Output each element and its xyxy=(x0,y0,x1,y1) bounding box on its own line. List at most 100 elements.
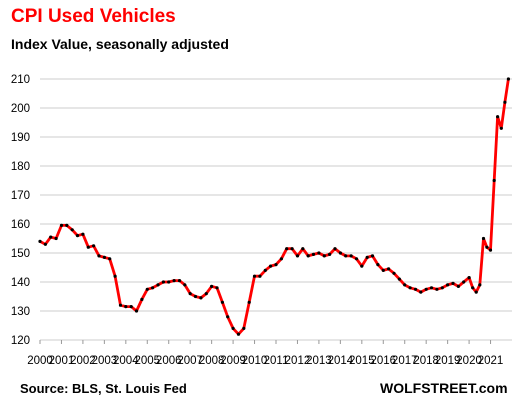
x-tick-label: 2002 xyxy=(70,355,96,367)
data-point xyxy=(403,283,407,287)
data-point xyxy=(54,236,58,241)
data-point xyxy=(231,326,235,330)
data-point xyxy=(295,254,300,258)
data-point xyxy=(242,326,246,330)
data-point xyxy=(75,234,80,238)
data-point xyxy=(285,247,289,251)
data-point xyxy=(397,277,401,281)
data-point xyxy=(376,263,380,267)
x-tick-label: 2013 xyxy=(306,355,332,367)
chart-title: CPI Used Vehicles xyxy=(11,6,176,27)
data-point xyxy=(183,283,187,287)
data-point xyxy=(97,254,101,258)
data-point xyxy=(134,309,139,313)
x-tick-label: 2017 xyxy=(392,355,418,367)
data-point xyxy=(220,300,224,304)
x-tick-label: 2020 xyxy=(456,355,482,367)
data-point xyxy=(478,283,482,287)
x-tick-label: 2006 xyxy=(156,355,182,367)
data-point xyxy=(247,300,251,304)
y-tick-label: 190 xyxy=(11,132,30,144)
data-point xyxy=(467,276,471,280)
y-tick-label: 120 xyxy=(11,335,30,347)
data-points xyxy=(38,77,510,336)
data-point xyxy=(435,287,439,291)
data-point xyxy=(167,280,171,284)
data-point xyxy=(474,290,478,294)
data-point xyxy=(446,283,450,287)
chart-source: Source: BLS, St. Louis Fed xyxy=(20,381,187,396)
y-tick-label: 180 xyxy=(11,161,30,173)
data-point xyxy=(172,279,176,283)
x-tick-label: 2018 xyxy=(413,355,439,367)
data-point xyxy=(151,286,155,290)
data-point xyxy=(503,100,507,104)
x-tick-label: 2003 xyxy=(92,355,118,367)
y-tick-label: 200 xyxy=(11,103,30,115)
x-tick-label: 2012 xyxy=(285,355,311,367)
data-point xyxy=(429,286,434,290)
x-tick-label: 2021 xyxy=(478,355,504,367)
x-tick-label: 2019 xyxy=(435,355,461,367)
data-point xyxy=(413,287,418,291)
data-point xyxy=(290,247,294,251)
x-tick-label: 2009 xyxy=(220,355,246,367)
data-point xyxy=(199,296,203,300)
data-point xyxy=(188,292,192,296)
data-point xyxy=(124,305,128,309)
y-tick-label: 140 xyxy=(11,277,30,289)
data-point xyxy=(499,126,503,130)
data-point xyxy=(349,254,353,258)
x-axis-ticks: 2000200120022003200420052006200720082009… xyxy=(27,340,503,367)
x-tick-label: 2004 xyxy=(113,355,139,367)
data-point xyxy=(392,271,396,275)
data-point xyxy=(108,257,112,261)
y-tick-label: 130 xyxy=(11,306,30,318)
data-point xyxy=(322,254,326,258)
data-point xyxy=(317,251,321,255)
x-tick-label: 2007 xyxy=(177,355,203,367)
data-point xyxy=(387,267,391,271)
data-point xyxy=(306,254,310,258)
data-point xyxy=(92,244,96,248)
data-point xyxy=(226,315,230,319)
data-point xyxy=(145,287,149,291)
y-tick-label: 210 xyxy=(11,74,30,86)
data-point xyxy=(43,242,48,246)
data-point xyxy=(365,255,369,259)
data-point xyxy=(236,332,241,336)
data-point xyxy=(113,274,117,278)
y-tick-label: 150 xyxy=(11,248,30,260)
x-tick-label: 2011 xyxy=(264,355,289,367)
data-point xyxy=(301,247,305,251)
x-tick-label: 2014 xyxy=(328,355,354,367)
series-line xyxy=(38,77,510,336)
x-tick-label: 2001 xyxy=(49,355,75,367)
data-point xyxy=(86,245,90,249)
data-point xyxy=(38,239,42,243)
data-point xyxy=(156,283,160,287)
data-point xyxy=(440,286,444,290)
data-point xyxy=(258,274,262,278)
data-point xyxy=(333,247,337,251)
data-point xyxy=(140,297,144,301)
data-point xyxy=(210,284,214,288)
chart-subtitle: Index Value, seasonally adjusted xyxy=(11,36,229,52)
y-axis-ticks: 120 130 140 150 160 170 180 190 200 210 xyxy=(11,74,30,347)
x-tick-label: 2015 xyxy=(349,355,375,367)
data-point xyxy=(274,263,278,267)
data-point xyxy=(263,268,267,272)
data-point xyxy=(354,257,359,261)
data-point xyxy=(204,292,208,296)
data-point xyxy=(81,232,85,236)
data-point xyxy=(129,305,133,309)
data-point xyxy=(70,228,74,232)
data-point xyxy=(177,279,182,283)
data-point xyxy=(370,254,375,258)
data-point xyxy=(492,178,496,183)
data-point xyxy=(338,251,342,255)
data-point xyxy=(488,248,493,252)
data-point xyxy=(252,274,257,278)
grid-lines xyxy=(40,78,512,341)
